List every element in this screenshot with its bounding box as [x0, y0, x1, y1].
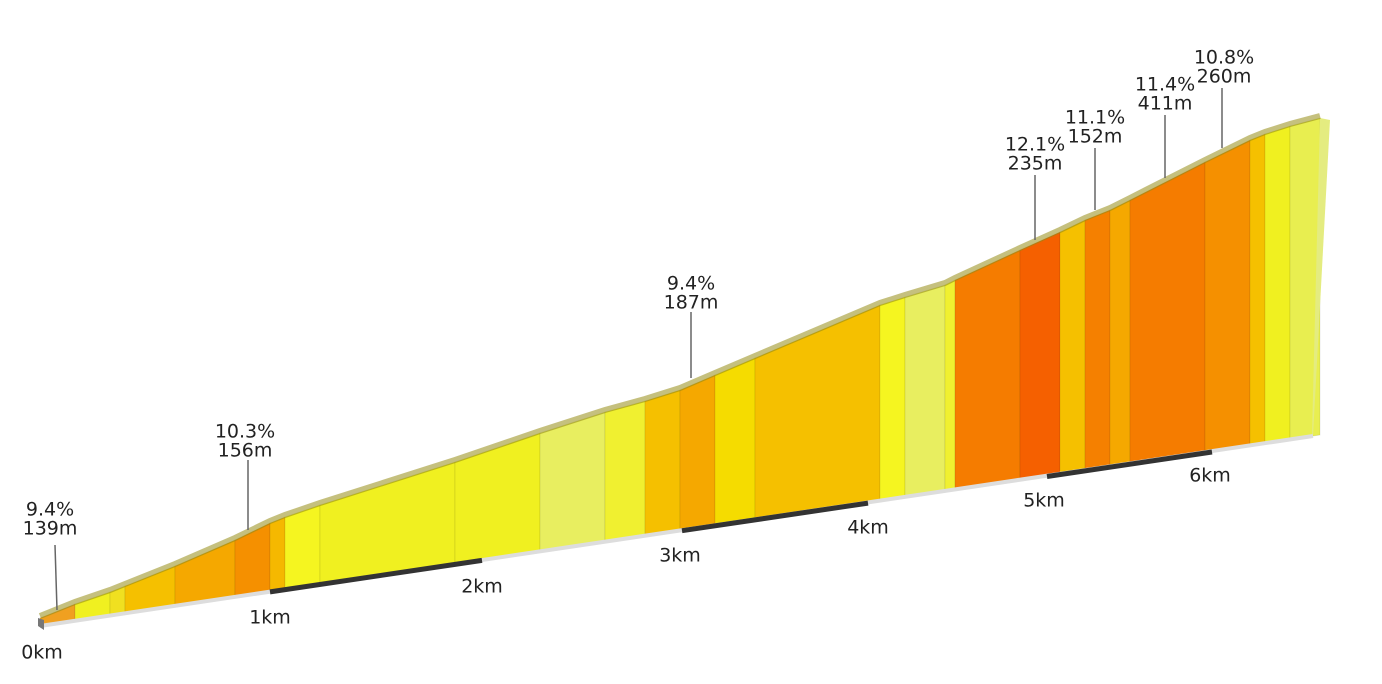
callout-line: [54, 544, 58, 611]
length-label: 139m: [23, 518, 78, 540]
grade-segment: [714, 357, 756, 526]
length-label: 235m: [1008, 153, 1063, 175]
grade-segment: [1019, 231, 1061, 481]
km-label: 1km: [249, 607, 291, 629]
km-label: 2km: [461, 576, 503, 598]
km-band: [681, 500, 869, 534]
km-label: 4km: [847, 517, 889, 539]
grade-label: 12.1%: [1005, 134, 1065, 156]
grade-label: 11.4%: [1135, 74, 1195, 96]
grade-segment: [539, 411, 606, 552]
grade-segment: [944, 279, 956, 492]
grade-segment: [644, 389, 681, 536]
km-label: 0km: [21, 642, 63, 664]
grade-segment: [1289, 117, 1321, 441]
grade-segment: [954, 249, 1021, 490]
grade-label: 11.1%: [1065, 107, 1125, 129]
grade-segment: [679, 374, 716, 531]
grade-segment: [1204, 139, 1251, 453]
grade-segment: [904, 284, 946, 498]
grade-segment: [604, 400, 646, 542]
grade-segment: [284, 504, 321, 590]
base-end: [38, 618, 44, 630]
grade-segment: [269, 516, 286, 592]
length-label: 152m: [1068, 126, 1123, 148]
side-face: [1312, 118, 1330, 436]
grade-label: 9.4%: [667, 273, 715, 295]
grade-segment: [879, 296, 906, 501]
km-label: 3km: [659, 545, 701, 567]
km-band: [269, 557, 483, 595]
grade-segment: [1249, 133, 1266, 446]
grade-segment: [1059, 219, 1086, 475]
grade-label: 10.8%: [1194, 47, 1254, 69]
length-label: 156m: [218, 440, 273, 462]
grade-segment: [754, 304, 881, 520]
grade-segment: [1084, 209, 1111, 471]
km-band: [1046, 449, 1213, 479]
grade-label: 10.3%: [215, 421, 275, 443]
length-label: 411m: [1138, 93, 1193, 115]
grade-label: 9.4%: [26, 499, 74, 521]
grade-segment: [1129, 161, 1206, 464]
top-edge: [38, 113, 1321, 619]
grade-segment: [1109, 199, 1131, 467]
length-label: 187m: [664, 292, 719, 314]
km-label: 6km: [1189, 465, 1231, 487]
length-label: 260m: [1197, 66, 1252, 88]
km-label: 5km: [1023, 490, 1065, 512]
grade-segment: [1264, 125, 1291, 444]
